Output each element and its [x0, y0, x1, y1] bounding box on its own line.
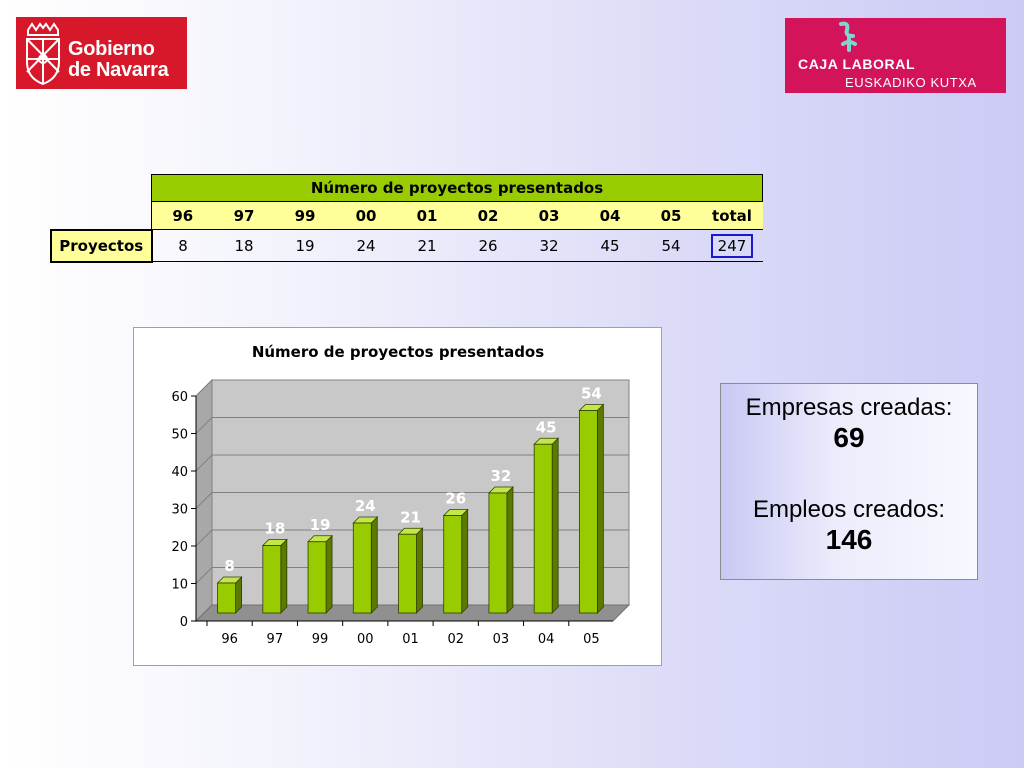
data-label: 19	[310, 516, 331, 534]
bar	[307, 541, 327, 614]
bar-chart: Número de proyectos presentados 0 10 20 30 40…	[133, 327, 662, 666]
gobierno-logo-line2: de Navarra	[68, 59, 169, 81]
table-cell: 19	[274, 229, 336, 262]
table-header-row: 96 97 99 00 01 02 03 04 05 total	[51, 201, 763, 230]
y-tick-label: 50	[171, 428, 188, 443]
table-corner	[51, 202, 152, 230]
table-header-year: 97	[213, 201, 275, 230]
table-title-row: Número de proyectos presentados	[51, 174, 763, 202]
data-label: 21	[400, 508, 421, 526]
table-header-year: 03	[518, 201, 580, 230]
x-tick-label: 02	[447, 632, 464, 647]
data-label: 54	[581, 385, 602, 403]
caja-logo-line1: CAJA LABORAL	[798, 56, 916, 72]
data-label: 26	[445, 490, 466, 508]
x-tick-label: 96	[221, 632, 238, 647]
table-cell: 18	[213, 229, 275, 262]
data-label: 45	[536, 418, 557, 436]
data-label: 32	[491, 467, 512, 485]
chart-gridline	[195, 417, 629, 434]
table-header-year: 00	[335, 201, 397, 230]
x-tick-label: 01	[402, 632, 419, 647]
y-tick-label: 10	[171, 578, 188, 593]
x-tick-label: 04	[538, 632, 555, 647]
table-header-year: 99	[274, 201, 336, 230]
table-header-year: 96	[151, 201, 214, 230]
chart-gridline	[195, 454, 629, 472]
stats-box: Empresas creadas: 69 Empleos creados: 14…	[720, 383, 978, 580]
navarra-coat-of-arms-icon	[26, 22, 60, 86]
y-tick-label: 30	[171, 503, 188, 518]
x-tick-label: 03	[493, 632, 510, 647]
table-title: Número de proyectos presentados	[151, 174, 763, 202]
gobierno-logo-line1: Gobierno	[68, 38, 155, 60]
table-cell: 26	[457, 229, 519, 262]
empresas-label: Empresas creadas:	[745, 394, 953, 421]
data-label: 8	[224, 557, 234, 575]
data-label: 24	[355, 497, 376, 515]
table-corner	[51, 175, 152, 202]
bar	[488, 492, 508, 614]
bar-chart-svg: Número de proyectos presentados010203040…	[171, 343, 631, 647]
bar-side	[370, 516, 378, 614]
bar-side	[280, 538, 288, 614]
table-cell: 21	[396, 229, 458, 262]
empleos-label: Empleos creados:	[752, 496, 946, 523]
bar-side	[551, 437, 559, 614]
table-cell: 54	[640, 229, 702, 262]
table-row: Proyectos 8 18 19 24 21 26 32 45 54 247	[50, 228, 763, 263]
empresas-value: 69	[833, 422, 865, 453]
table-row-label: Proyectos	[50, 228, 153, 263]
table-cell: 24	[335, 229, 397, 262]
table-total-value: 247	[710, 233, 754, 258]
bar	[578, 410, 598, 614]
bar	[398, 533, 417, 614]
bar-side	[506, 486, 514, 614]
bar	[217, 582, 237, 614]
empleos-value: 146	[825, 524, 873, 555]
table-header-total: total	[701, 201, 763, 230]
caja-laboral-logo: CAJA LABORAL EUSKADIKO KUTXA	[785, 18, 1006, 93]
bar	[533, 443, 553, 614]
bar	[352, 522, 372, 614]
caja-laboral-symbol-icon	[839, 21, 857, 52]
y-tick-label: 40	[171, 465, 188, 480]
x-tick-label: 00	[357, 632, 374, 647]
y-tick-label: 60	[171, 390, 188, 405]
bar-side	[325, 534, 333, 614]
table-total-cell: 247	[701, 229, 763, 262]
projects-table: Número de proyectos presentados 96 97 99…	[50, 174, 763, 263]
table-header-year: 04	[579, 201, 641, 230]
y-tick-label: 20	[171, 540, 188, 555]
y-tick-label: 0	[180, 615, 188, 630]
bar	[443, 515, 463, 614]
table-cell: 32	[518, 229, 580, 262]
chart-title: Número de proyectos presentados	[252, 343, 544, 361]
table-header-year: 01	[396, 201, 458, 230]
x-tick-label: 05	[583, 632, 600, 647]
table-cell: 45	[579, 229, 641, 262]
x-tick-label: 99	[312, 632, 329, 647]
bar	[262, 545, 282, 614]
bar-side	[596, 403, 604, 614]
table-header-year: 02	[457, 201, 519, 230]
chart-gridline	[195, 379, 629, 397]
data-label: 18	[264, 520, 285, 538]
bar-side	[416, 527, 423, 614]
gobierno-de-navarra-logo: Gobierno de Navarra	[16, 17, 187, 89]
bar-side	[461, 508, 469, 614]
caja-logo-line2: EUSKADIKO KUTXA	[845, 75, 977, 90]
table-header-year: 05	[640, 201, 702, 230]
table-cell: 8	[151, 229, 214, 262]
x-tick-label: 97	[267, 632, 284, 647]
